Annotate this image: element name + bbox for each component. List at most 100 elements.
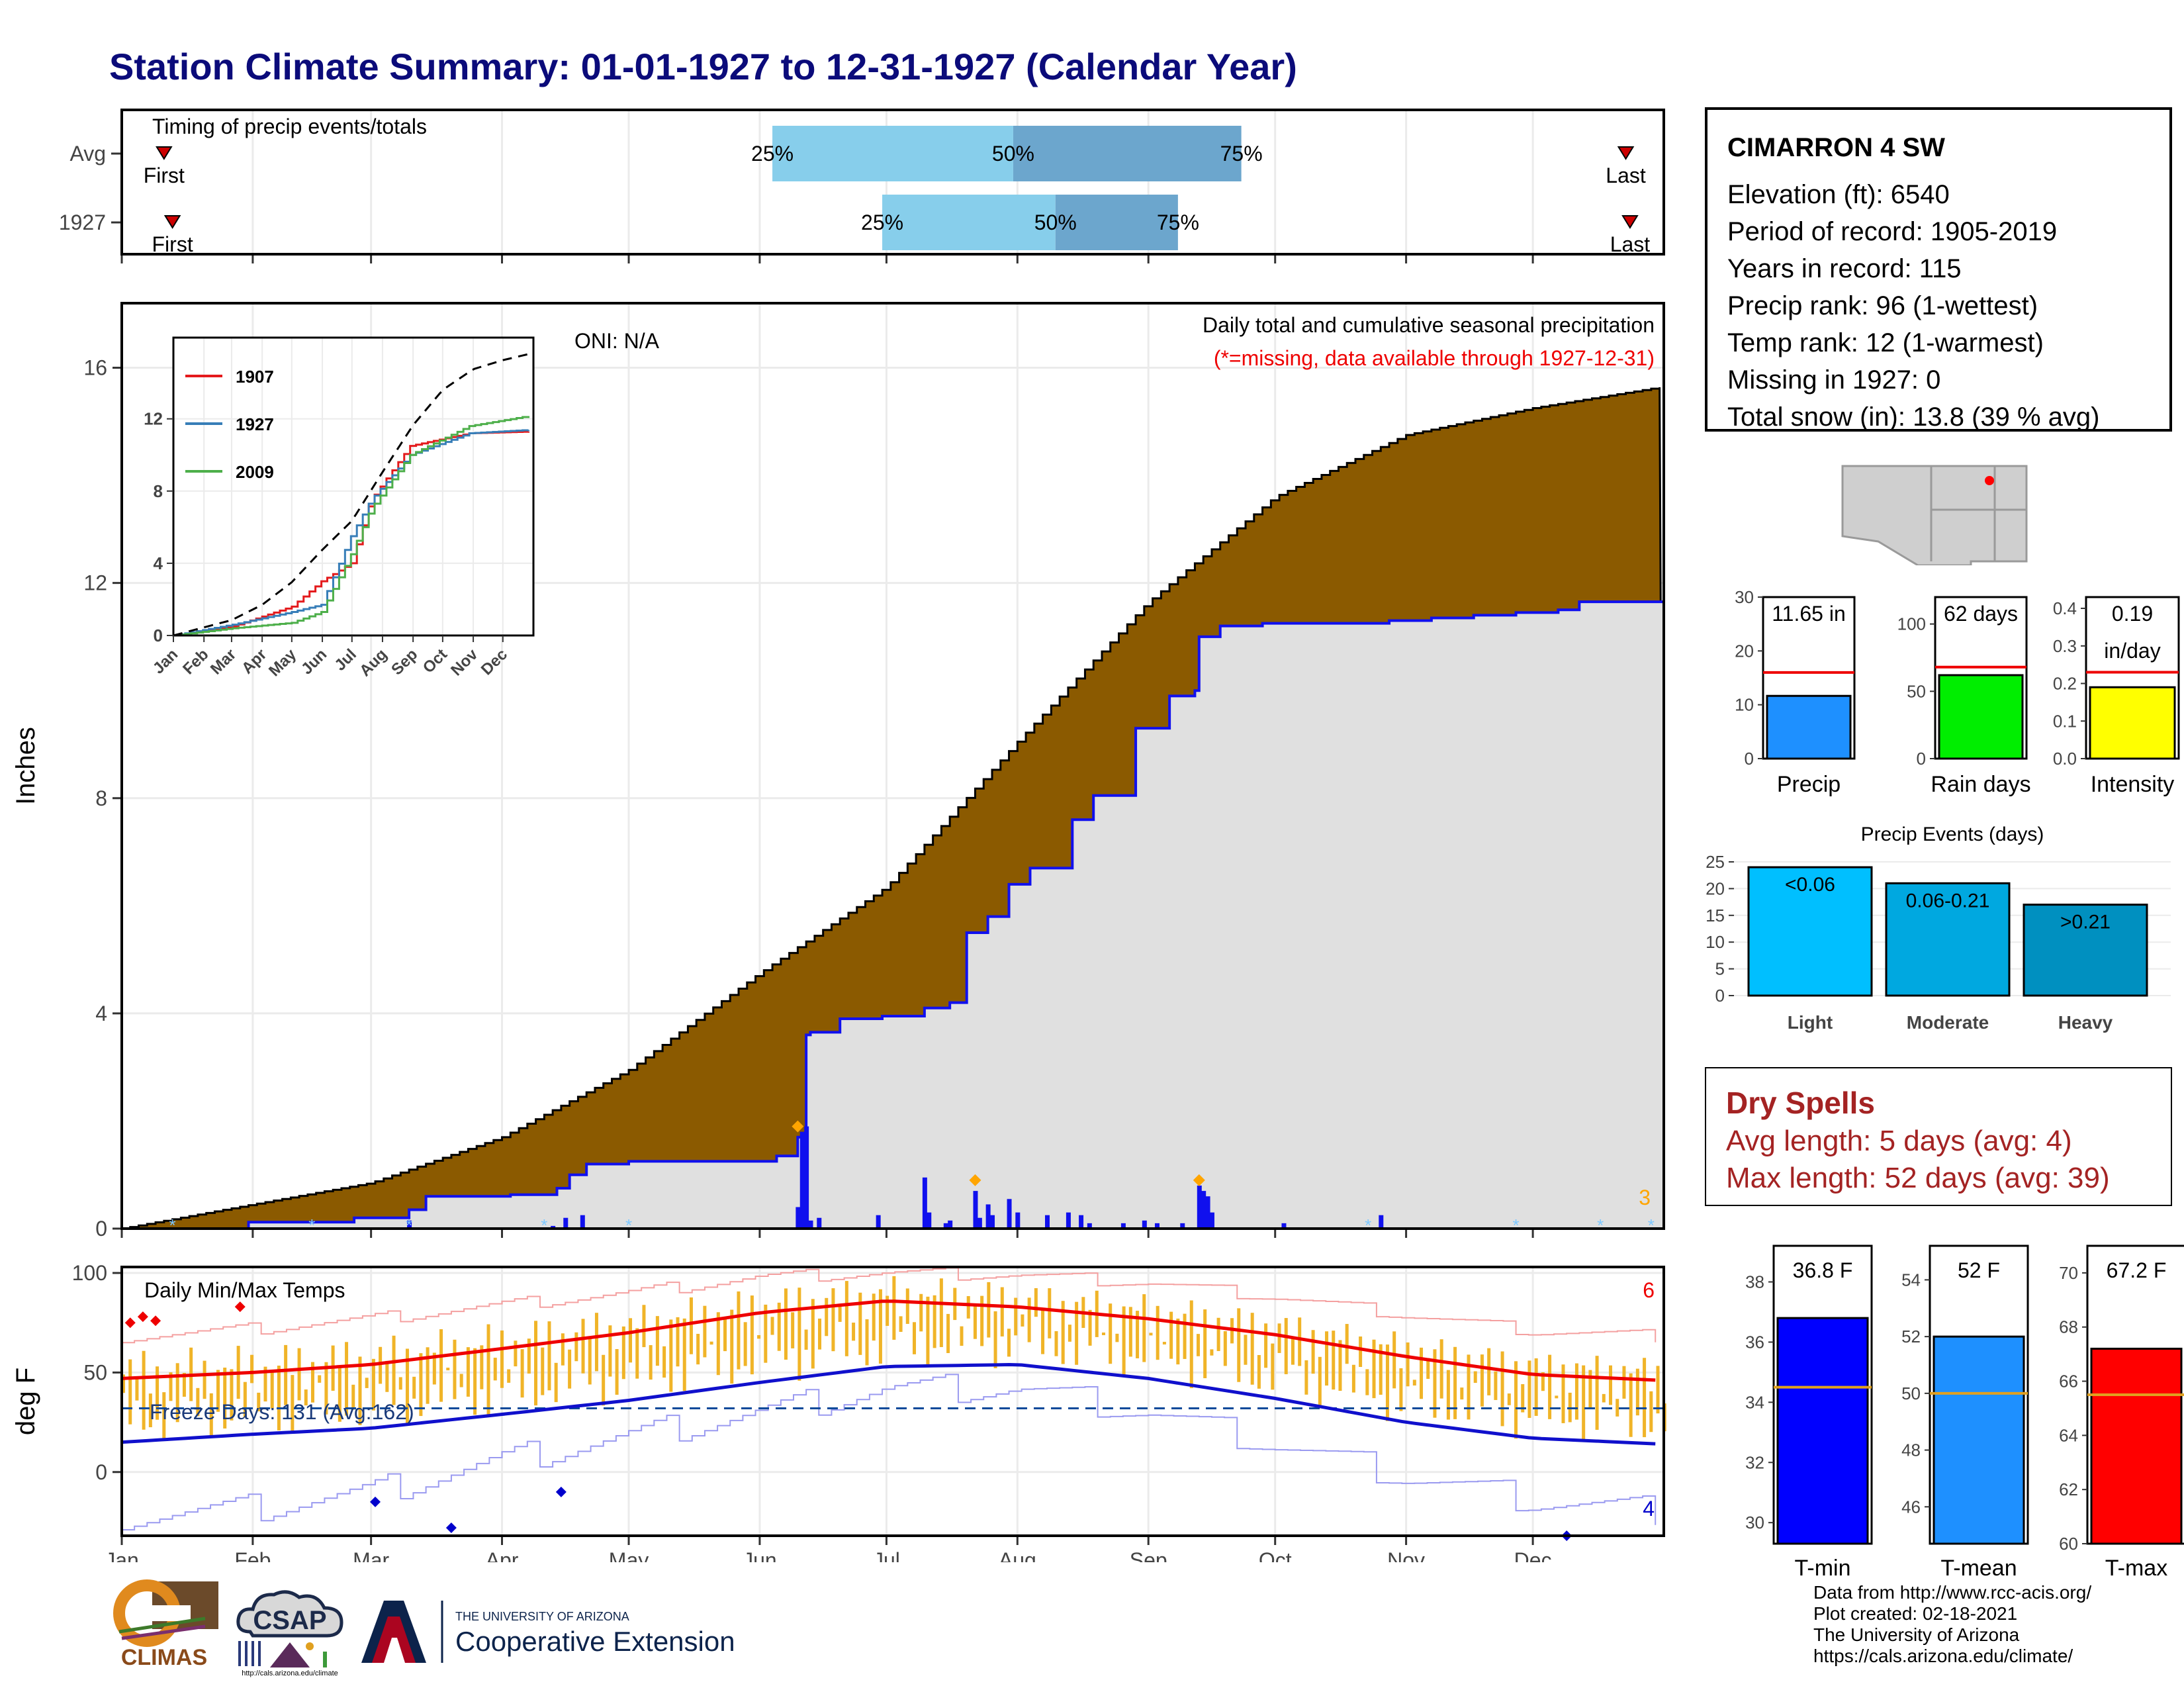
daily-temp-range-bar: [1088, 1309, 1092, 1346]
daily-temp-range-bar: [1345, 1324, 1349, 1364]
daily-temp-range-bar: [351, 1384, 355, 1410]
daily-temp-range-bar: [426, 1347, 430, 1404]
daily-precip-bar: [817, 1217, 822, 1229]
daily-precip-bar: [1045, 1215, 1050, 1229]
daily-temp-range-bar: [1392, 1331, 1396, 1389]
daily-temp-range-bar: [371, 1358, 375, 1411]
daily-temp-range-bar: [405, 1348, 409, 1426]
daily-temp-range-bar: [1500, 1351, 1504, 1427]
daily-temp-range-bar: [1122, 1306, 1126, 1377]
daily-temp-range-bar: [602, 1354, 606, 1406]
daily-precip-bar: [973, 1191, 978, 1229]
dry-spells-avg: Avg length: 5 days (avg: 4): [1726, 1125, 2072, 1157]
month-label: Oct: [1259, 1548, 1292, 1562]
credit-data-source: Data from http://www.rcc-acis.org/: [1813, 1582, 2092, 1603]
summary-ytick-label: 30: [1735, 587, 1754, 607]
temp-chart: Daily Min/Max Temps Freeze Days: 131 (Avg…: [11, 1261, 1666, 1562]
daily-temp-range-bar: [1615, 1399, 1619, 1417]
daily-temp-range-bar: [818, 1318, 822, 1350]
tsum-category-label: T-max: [2105, 1556, 2167, 1581]
daily-temp-range-bar: [1284, 1318, 1288, 1374]
daily-precip-bar: [799, 1131, 805, 1229]
daily-temp-range-bar: [250, 1354, 254, 1383]
record-temp-marker: [234, 1301, 246, 1313]
timing-q75-label: 75%: [1220, 142, 1263, 165]
daily-precip-bar: [948, 1220, 953, 1229]
station-period: Period of record: 1905-2019: [1727, 217, 2058, 246]
daily-temp-range-bar: [263, 1366, 267, 1402]
daily-temp-range-bar: [1555, 1395, 1559, 1399]
temp-title: Daily Min/Max Temps: [144, 1278, 345, 1302]
summary-ytick-label: 50: [1907, 681, 1926, 701]
daily-temp-range-bar: [486, 1324, 490, 1416]
summary-ytick-label: 100: [1897, 614, 1926, 634]
daily-temp-range-bar: [696, 1333, 700, 1365]
daily-temp-range-bar: [791, 1312, 795, 1348]
timing-q50-label: 50%: [1034, 211, 1077, 234]
month-label: Jun: [743, 1548, 777, 1562]
year-cumulative-area: [122, 602, 1664, 1229]
tsum-value-label: 52 F: [1958, 1258, 2000, 1282]
daily-temp-range-bar: [1588, 1370, 1592, 1408]
timing-last-label: Last: [1606, 164, 1646, 187]
daily-temp-range-bar: [1649, 1391, 1653, 1432]
daily-temp-range-bar: [966, 1295, 970, 1319]
station-missing: Missing in 1927: 0: [1727, 365, 1941, 395]
month-label: Nov: [1387, 1548, 1425, 1562]
timing-first-label: First: [152, 232, 193, 256]
daily-temp-range-bar: [838, 1303, 842, 1322]
extreme-min-line: [122, 1374, 1657, 1530]
timing-box-lower: [882, 195, 1056, 250]
daily-precip-bar: [922, 1177, 927, 1229]
daily-temp-range-bar: [1034, 1288, 1038, 1317]
daily-temp-range-bar: [1507, 1393, 1511, 1405]
precip-ytick-label: 4: [95, 1002, 107, 1025]
tsum-ytick-label: 46: [1901, 1497, 1921, 1517]
daily-temp-range-bar: [993, 1311, 997, 1368]
daily-temp-range-bar: [1061, 1301, 1065, 1364]
daily-temp-range-bar: [257, 1392, 261, 1412]
daily-temp-range-bar: [905, 1288, 909, 1324]
page-title: Station Climate Summary: 01-01-1927 to 1…: [109, 46, 1297, 87]
daily-temp-range-bar: [527, 1338, 531, 1374]
station-elevation: Elevation (ft): 6540: [1727, 180, 1950, 209]
daily-precip-bar: [1007, 1199, 1012, 1229]
record-temp-marker: [150, 1315, 161, 1327]
summary-category-label: Rain days: [1931, 772, 2030, 797]
events-title: Precip Events (days): [1861, 823, 2044, 845]
daily-temp-range-bar: [446, 1368, 450, 1371]
station-years: Years in record: 115: [1727, 254, 1962, 283]
daily-temp-range-bar: [304, 1389, 308, 1406]
daily-precip-bar: [1201, 1191, 1206, 1229]
daily-temp-range-bar: [1021, 1314, 1024, 1327]
station-total-snow: Total snow (in): 13.8 (39 % avg): [1727, 402, 2100, 432]
timing-box-lower: [772, 126, 1013, 181]
daily-temp-range-bar: [182, 1372, 186, 1397]
daily-temp-range-bar: [297, 1348, 301, 1401]
summary-ytick-label: 10: [1735, 695, 1754, 715]
credit-plot-created: Plot created: 02-18-2021: [1813, 1603, 2018, 1624]
temp-ylabel: deg F: [11, 1368, 40, 1435]
snow-marker: *: [1597, 1215, 1604, 1235]
daily-temp-range-bar: [1257, 1355, 1261, 1389]
daily-temp-range-bar: [635, 1328, 639, 1379]
events-ytick-label: 20: [1706, 878, 1725, 898]
avg-max-line: [121, 1299, 1656, 1382]
daily-temp-range-bar: [1656, 1366, 1660, 1414]
events-bar-label: >0.21: [2060, 912, 2111, 933]
daily-precip-bar: [1066, 1212, 1071, 1229]
daily-temp-range-bar: [216, 1370, 220, 1412]
credit-university: The University of Arizona: [1813, 1624, 2020, 1645]
daily-temp-range-bar: [1453, 1346, 1457, 1419]
daily-temp-range-bar: [764, 1304, 768, 1363]
daily-precip-bar: [1154, 1223, 1160, 1229]
daily-temp-range-bar: [574, 1332, 578, 1362]
daily-temp-range-bar: [1068, 1325, 1071, 1342]
daily-temp-range-bar: [1128, 1307, 1132, 1357]
snow-marker: *: [169, 1215, 176, 1235]
daily-temp-range-bar: [1548, 1354, 1552, 1419]
daily-temp-range-bar: [669, 1319, 673, 1392]
timing-q50-label: 50%: [992, 142, 1034, 165]
daily-temp-range-bar: [1609, 1365, 1613, 1405]
snow-marker: *: [541, 1215, 547, 1235]
